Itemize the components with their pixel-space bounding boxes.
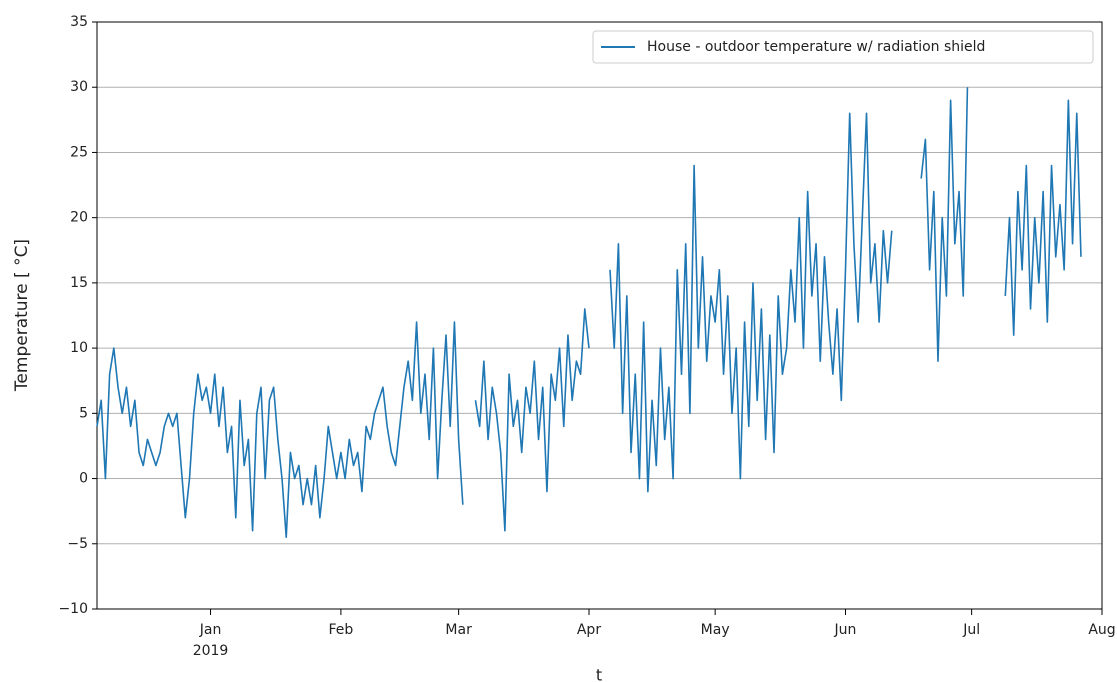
x-tick-label: Mar	[445, 622, 472, 638]
x-tick-label: Jan 2019	[193, 622, 229, 659]
x-tick-label: Jul	[962, 622, 980, 638]
y-axis-label: Temperature [ °C]	[12, 239, 32, 392]
x-axis-label: t	[596, 666, 602, 682]
y-tick-label: −10	[58, 601, 88, 617]
x-tick-label: Aug	[1088, 622, 1115, 638]
y-tick-label: 10	[70, 340, 88, 356]
y-tick-label: −5	[67, 536, 88, 552]
y-tick-label: 15	[70, 275, 88, 291]
y-tick-label: 5	[79, 405, 88, 421]
plot-frame	[96, 21, 1103, 610]
x-tick-label: Apr	[577, 622, 601, 638]
y-tick-label: 20	[70, 210, 88, 226]
x-tick-label: Feb	[328, 622, 353, 638]
y-tick-label: 30	[70, 79, 88, 95]
legend-label: House - outdoor temperature w/ radiation…	[647, 39, 985, 55]
x-tick-label: Jun	[834, 622, 857, 638]
legend-box	[592, 30, 1094, 64]
y-tick-label: 0	[79, 471, 88, 487]
line-series	[96, 87, 1082, 539]
y-tick-label: 35	[70, 14, 88, 30]
y-tick-label: 25	[70, 144, 88, 160]
x-tick-label: May	[701, 622, 730, 638]
